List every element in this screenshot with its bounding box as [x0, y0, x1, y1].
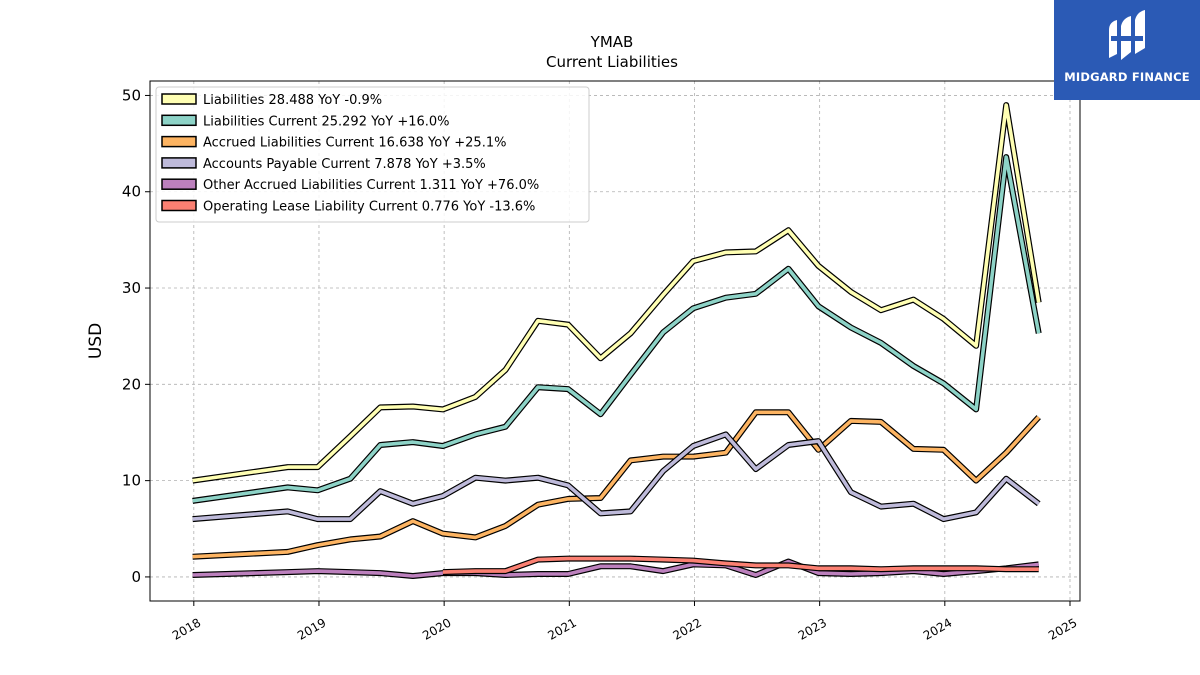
series-4 [192, 431, 1041, 523]
series-6 [442, 555, 1039, 576]
brand-logo: MIDGARD FINANCE [1054, 0, 1200, 100]
y-tick-label: 30 [122, 279, 141, 297]
legend-swatch [161, 199, 197, 212]
chart-subtitle: Current Liabilities [546, 53, 678, 71]
y-tick-label: 0 [131, 568, 141, 586]
legend-label: Operating Lease Liability Current 0.776 … [203, 200, 535, 215]
y-axis-label: USD [86, 323, 106, 359]
plot-frame [149, 80, 1081, 602]
legend-label: Liabilities Current 25.292 YoY +16.0% [203, 114, 450, 129]
legend-label: Accrued Liabilities Current 16.638 YoY +… [203, 136, 506, 151]
series-line [192, 410, 1041, 559]
y-tick-label: 50 [122, 86, 141, 104]
midgard-logo-icon [1109, 10, 1145, 60]
legend-frame [155, 86, 590, 223]
chart-title: YMAB [590, 33, 634, 51]
y-tick-label: 20 [122, 375, 141, 393]
series-3 [192, 409, 1041, 560]
legend-label: Accounts Payable Current 7.878 YoY +3.5% [203, 157, 486, 172]
series-line [192, 155, 1041, 503]
legend-swatch [161, 157, 197, 169]
series-line [442, 556, 1039, 574]
legend-label: Other Accrued Liabilities Current 1.311 … [203, 178, 539, 193]
legend-swatch [161, 114, 197, 127]
legend-swatch [161, 93, 197, 105]
series-2 [192, 154, 1042, 504]
series-lines [192, 102, 1042, 579]
series-line [192, 432, 1040, 521]
y-tick-label: 40 [122, 183, 141, 201]
y-tick-label: 10 [122, 472, 141, 490]
series-1 [192, 102, 1042, 484]
legend-swatch [161, 178, 197, 190]
legend-label: Liabilities 28.488 YoY -0.9% [203, 93, 382, 108]
series-line [192, 103, 1041, 483]
legend-swatch [161, 135, 197, 148]
legend: Liabilities 28.488 YoY -0.9% Liabilities … [155, 86, 590, 223]
logo-text: MIDGARD FINANCE [1064, 70, 1190, 84]
